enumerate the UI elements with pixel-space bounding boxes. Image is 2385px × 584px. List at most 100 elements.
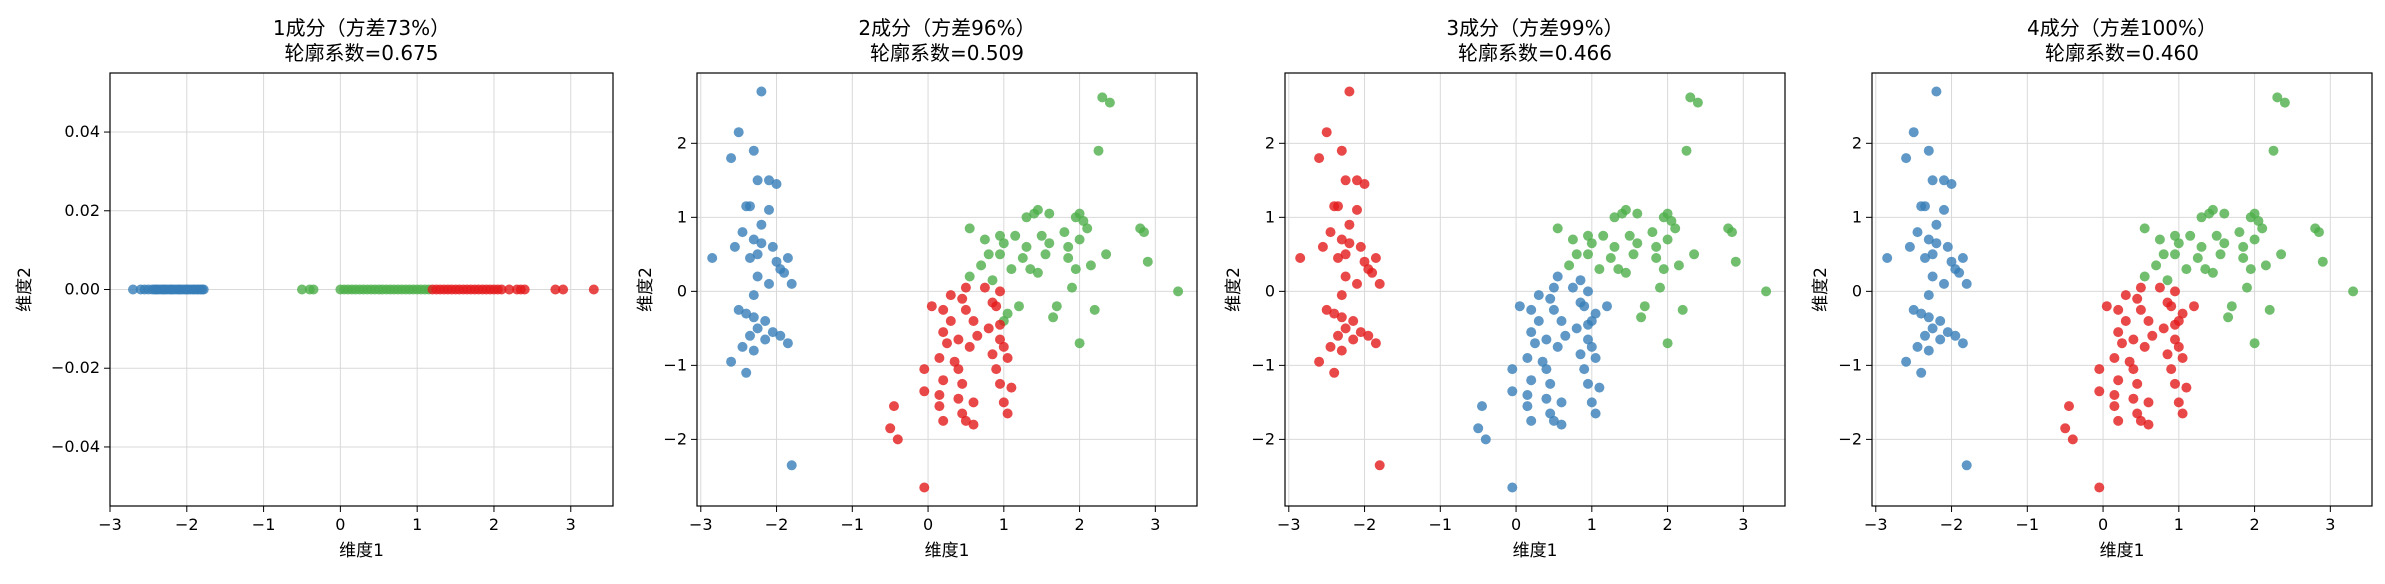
y-axis-label: 维度2 [1224, 267, 1244, 312]
data-point-blue [1927, 323, 1938, 334]
chart-panel-2: −3 −2 −1 0 1 2 3 −2 −1 0 1 2 维度1 维度2 2成分（方差96%）轮廓系数=0.… [636, 16, 1198, 561]
data-point-green [1689, 249, 1700, 260]
data-point-green [1598, 230, 1609, 241]
data-point-red [1352, 204, 1362, 215]
data-point-blue [1923, 312, 1934, 323]
data-point-red [1002, 408, 1013, 419]
data-point-green [1636, 312, 1647, 323]
axes-frame [1871, 72, 2373, 507]
data-point-red [1355, 241, 1366, 252]
data-point-red [1340, 249, 1351, 260]
data-point-blue [1942, 327, 1953, 338]
data-point-red [588, 284, 599, 295]
data-point-red [1359, 179, 1370, 189]
data-point-red [2101, 301, 2112, 312]
data-point-blue [1946, 179, 1957, 189]
data-point-red [496, 284, 507, 295]
data-point-red [957, 408, 968, 419]
data-point-green [1632, 208, 1643, 219]
data-point-green [1142, 256, 1153, 267]
data-point-blue [1912, 341, 1923, 352]
data-point-blue [1545, 408, 1556, 419]
y-tick-label: −1 [1838, 355, 1862, 374]
data-point-blue [760, 316, 771, 326]
data-point-green [1673, 260, 1684, 271]
data-point-green [2173, 238, 2184, 249]
data-point-red [2135, 282, 2146, 293]
y-tick-label: 0 [1265, 281, 1275, 300]
data-point-green [2264, 304, 2275, 315]
data-point-green [964, 271, 975, 282]
chart-title: 3成分（方差99%） [1446, 16, 1623, 40]
y-tick-label: −2 [1251, 429, 1275, 448]
data-point-red [1340, 271, 1351, 282]
data-point-red [2177, 308, 2188, 319]
data-point-blue [1590, 308, 1601, 319]
data-point-red [2166, 301, 2177, 312]
data-point-red [504, 284, 515, 295]
x-tick-label: 2 [489, 515, 499, 534]
data-point-red [942, 338, 952, 349]
data-point-red [2147, 330, 2158, 341]
data-point-green [1014, 301, 1024, 312]
data-point-blue [726, 153, 737, 164]
data-point-blue [729, 241, 740, 252]
data-point-green [2185, 230, 2196, 241]
data-point-red [1336, 290, 1347, 301]
data-point-blue [1946, 256, 1957, 267]
data-point-red [998, 341, 1009, 352]
data-point-blue [748, 290, 759, 301]
chart-subtitle: 轮廓系数=0.460 [2045, 41, 2199, 65]
data-point-red [550, 284, 561, 295]
data-point-red [919, 482, 930, 493]
data-point-red [2135, 415, 2146, 426]
data-point-green [1070, 264, 1081, 275]
data-point-blue [1923, 234, 1934, 245]
data-point-red [1363, 330, 1374, 341]
data-point-green [308, 284, 319, 295]
data-point-green [2348, 286, 2359, 297]
data-point-green [1010, 230, 1021, 241]
data-point-red [938, 304, 949, 315]
data-point-blue [745, 330, 755, 341]
data-point-red [919, 386, 930, 397]
data-point-green [2242, 282, 2252, 293]
data-point-green [1093, 145, 1104, 156]
data-point-blue [128, 284, 138, 295]
chart-title: 2成分（方差96%） [858, 16, 1035, 40]
x-tick-label: 3 [1738, 515, 1748, 534]
axes-frame [1284, 72, 1786, 507]
data-point-green [1074, 338, 1085, 349]
data-point-green [2158, 249, 2169, 260]
data-point-blue [733, 304, 744, 315]
chart-panel-1: −3 −2 −1 0 1 2 3 −0.04 −0.02 0.00 0.02 0.04 维度1 维度2 1成… [15, 16, 614, 561]
data-point-green [1658, 264, 1669, 275]
data-point-blue [756, 86, 767, 97]
data-point-red [2113, 304, 2124, 315]
data-point-blue [752, 249, 763, 260]
data-point-red [1314, 153, 1325, 164]
data-point-green [2268, 145, 2279, 156]
data-point-red [957, 378, 968, 389]
data-point-red [2189, 301, 2199, 312]
data-point-red [1321, 127, 1332, 138]
data-point-red [2154, 282, 2165, 293]
data-point-green [1089, 304, 1100, 315]
data-point-blue [741, 308, 752, 319]
x-tick-label: 1 [412, 515, 422, 534]
data-point-blue [1522, 353, 1533, 363]
data-point-red [1333, 201, 1343, 212]
data-point-red [949, 356, 960, 367]
data-point-red [938, 327, 949, 338]
data-point-green [998, 238, 1009, 249]
data-point-red [2162, 349, 2173, 360]
data-point-green [2207, 204, 2218, 215]
data-point-green [1639, 301, 1650, 312]
data-point-blue [1556, 419, 1567, 430]
data-point-blue [1477, 401, 1487, 412]
y-tick-label: 2 [1265, 133, 1275, 152]
data-point-blue [1541, 334, 1552, 345]
data-point-green [2170, 230, 2180, 241]
data-point-blue [764, 175, 774, 186]
